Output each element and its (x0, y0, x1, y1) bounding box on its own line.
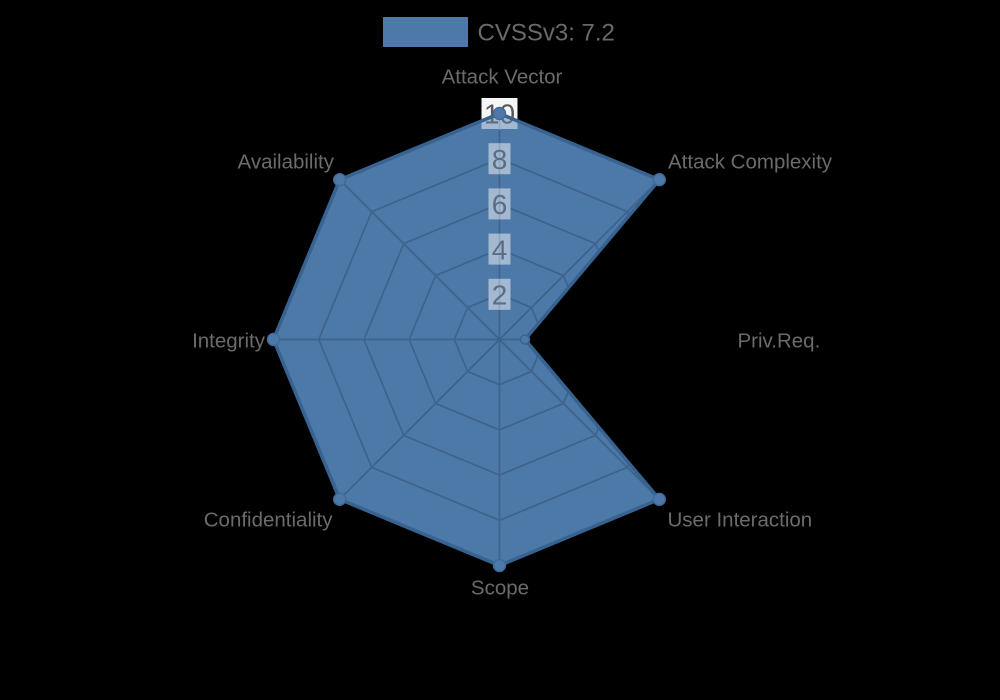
svg-text:Priv.Req.: Priv.Req. (738, 330, 821, 353)
svg-text:Scope: Scope (471, 576, 529, 599)
svg-text:Attack Vector: Attack Vector (442, 65, 563, 88)
svg-text:Confidentiality: Confidentiality (204, 509, 334, 532)
svg-text:Attack Complexity: Attack Complexity (668, 151, 833, 174)
svg-text:CVSSv3: 7.2: CVSSv3: 7.2 (478, 19, 615, 46)
svg-text:8: 8 (492, 144, 508, 175)
svg-text:2: 2 (492, 280, 508, 311)
svg-text:4: 4 (492, 234, 508, 265)
svg-text:Availability: Availability (238, 151, 335, 174)
svg-text:Integrity: Integrity (192, 330, 266, 353)
svg-text:6: 6 (492, 189, 508, 220)
svg-text:User Interaction: User Interaction (668, 509, 813, 532)
